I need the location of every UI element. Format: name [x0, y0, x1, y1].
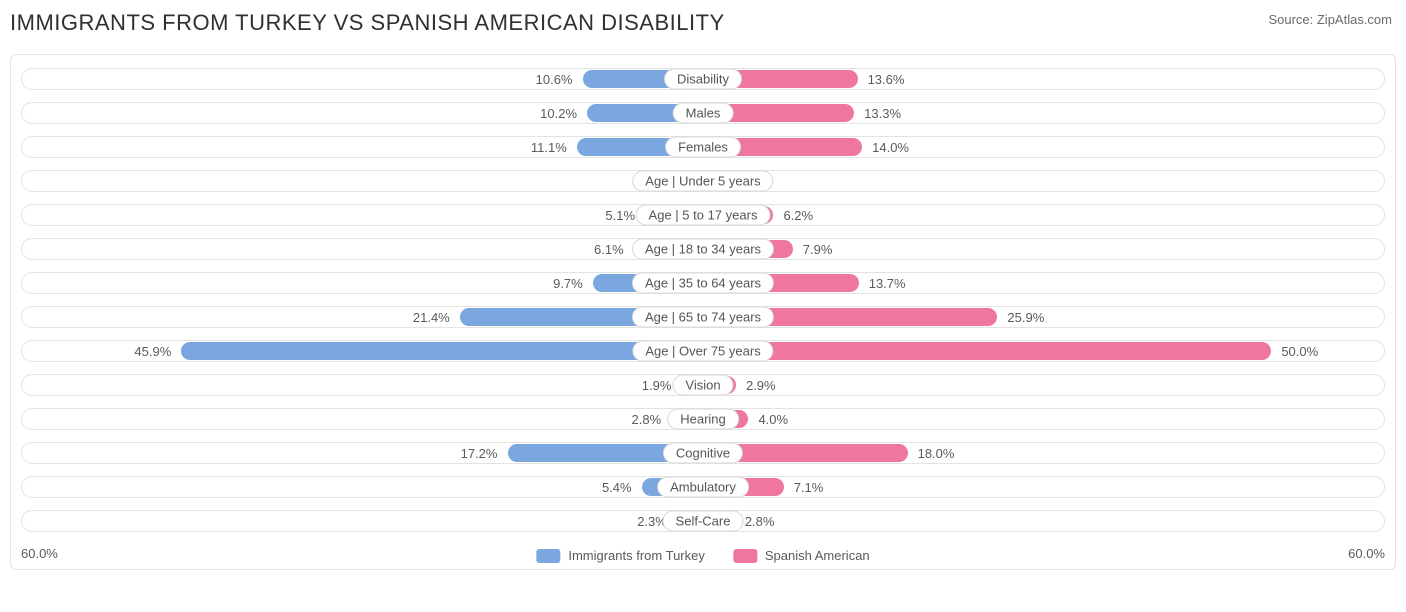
row-right-half: 13.6% [703, 68, 1385, 90]
source-prefix: Source: [1268, 12, 1316, 27]
chart-row: 11.1% 14.0% Females [17, 133, 1389, 161]
category-pill: Disability [664, 69, 742, 90]
category-pill: Age | 35 to 64 years [632, 273, 774, 294]
x-axis-left-max: 60.0% [21, 546, 58, 561]
value-left: 17.2% [461, 442, 508, 464]
value-right: 13.7% [859, 272, 906, 294]
value-right: 7.9% [793, 238, 833, 260]
chart-row: 5.1% 6.2%Age | 5 to 17 years [17, 201, 1389, 229]
row-right-half: 2.9% [703, 374, 1385, 396]
bar-right [703, 342, 1271, 360]
category-pill: Age | 5 to 17 years [636, 205, 771, 226]
category-pill: Males [673, 103, 734, 124]
category-pill: Age | 65 to 74 years [632, 307, 774, 328]
category-pill: Self-Care [663, 511, 744, 532]
chart-panel: 10.6% 13.6% Disability 10.2% 13.3% Males 11.1%… [10, 54, 1396, 570]
row-left-half: 2.8% [21, 408, 703, 430]
row-right-half: 7.9% [703, 238, 1385, 260]
row-left-half: 11.1% [21, 136, 703, 158]
chart-row: 17.2% 18.0% Cognitive [17, 439, 1389, 467]
chart-row: 21.4% 25.9% Age | 65 to 74 years [17, 303, 1389, 331]
legend-item-right: Spanish American [733, 548, 870, 563]
chart-title: IMMIGRANTS FROM TURKEY VS SPANISH AMERIC… [10, 10, 1396, 36]
row-left-half: 1.1% [21, 170, 703, 192]
value-left: 11.1% [531, 136, 577, 158]
source-name: ZipAtlas.com [1317, 12, 1392, 27]
chart-row: 1.1%1.1%Age | Under 5 years [17, 167, 1389, 195]
value-left: 21.4% [413, 306, 460, 328]
value-left: 10.6% [536, 68, 583, 90]
category-pill: Females [665, 137, 741, 158]
legend-swatch-left [536, 549, 560, 563]
category-pill: Vision [672, 375, 733, 396]
row-right-half: 7.1% [703, 476, 1385, 498]
x-axis-right-max: 60.0% [1348, 546, 1385, 561]
row-right-half: 13.7% [703, 272, 1385, 294]
value-right: 13.3% [854, 102, 901, 124]
chart-row: 2.8% 4.0% Hearing [17, 405, 1389, 433]
chart-row: 1.9% 2.9%Vision [17, 371, 1389, 399]
row-right-half: 18.0% [703, 442, 1385, 464]
value-right: 14.0% [862, 136, 909, 158]
source-attribution: Source: ZipAtlas.com [1268, 12, 1392, 27]
row-right-half: 50.0% [703, 340, 1385, 362]
legend-swatch-right [733, 549, 757, 563]
chart-rows: 10.6% 13.6% Disability 10.2% 13.3% Males 11.1%… [17, 65, 1389, 535]
row-right-half: 25.9% [703, 306, 1385, 328]
value-right: 50.0% [1271, 340, 1318, 362]
value-right: 6.2% [773, 204, 813, 226]
row-right-half: 14.0% [703, 136, 1385, 158]
row-left-half: 21.4% [21, 306, 703, 328]
value-right: 13.6% [858, 68, 905, 90]
value-left: 10.2% [540, 102, 587, 124]
value-left: 45.9% [134, 340, 181, 362]
legend-item-left: Immigrants from Turkey [536, 548, 705, 563]
row-left-half: 9.7% [21, 272, 703, 294]
value-right: 18.0% [908, 442, 955, 464]
row-right-half: 6.2% [703, 204, 1385, 226]
chart-row: 45.9% 50.0% Age | Over 75 years [17, 337, 1389, 365]
row-left-half: 1.9% [21, 374, 703, 396]
category-pill: Hearing [667, 409, 739, 430]
legend: Immigrants from Turkey Spanish American [536, 548, 869, 563]
category-pill: Cognitive [663, 443, 743, 464]
chart-row: 10.6% 13.6% Disability [17, 65, 1389, 93]
chart-row: 9.7% 13.7% Age | 35 to 64 years [17, 269, 1389, 297]
chart-row: 2.3%2.8%Self-Care [17, 507, 1389, 535]
row-right-half: 4.0% [703, 408, 1385, 430]
row-left-half: 45.9% [21, 340, 703, 362]
row-left-half: 10.6% [21, 68, 703, 90]
bar-left [181, 342, 703, 360]
value-left: 2.8% [632, 408, 672, 430]
chart-row: 5.4% 7.1% Ambulatory [17, 473, 1389, 501]
row-left-half: 2.3% [21, 510, 703, 532]
category-pill: Age | Over 75 years [632, 341, 773, 362]
chart-row: 6.1% 7.9% Age | 18 to 34 years [17, 235, 1389, 263]
row-right-half: 2.8% [703, 510, 1385, 532]
value-left: 5.4% [602, 476, 642, 498]
category-pill: Age | Under 5 years [632, 171, 773, 192]
chart-row: 10.2% 13.3% Males [17, 99, 1389, 127]
value-right: 25.9% [997, 306, 1044, 328]
row-left-half: 17.2% [21, 442, 703, 464]
row-right-half: 13.3% [703, 102, 1385, 124]
category-pill: Age | 18 to 34 years [632, 239, 774, 260]
value-left: 6.1% [594, 238, 634, 260]
value-right: 7.1% [784, 476, 824, 498]
row-left-half: 5.1% [21, 204, 703, 226]
row-left-half: 6.1% [21, 238, 703, 260]
row-left-half: 5.4% [21, 476, 703, 498]
legend-label-right: Spanish American [765, 548, 870, 563]
value-left: 9.7% [553, 272, 593, 294]
value-right: 2.9% [736, 374, 776, 396]
legend-label-left: Immigrants from Turkey [568, 548, 705, 563]
category-pill: Ambulatory [657, 477, 749, 498]
row-right-half: 1.1% [703, 170, 1385, 192]
value-right: 4.0% [748, 408, 788, 430]
row-left-half: 10.2% [21, 102, 703, 124]
